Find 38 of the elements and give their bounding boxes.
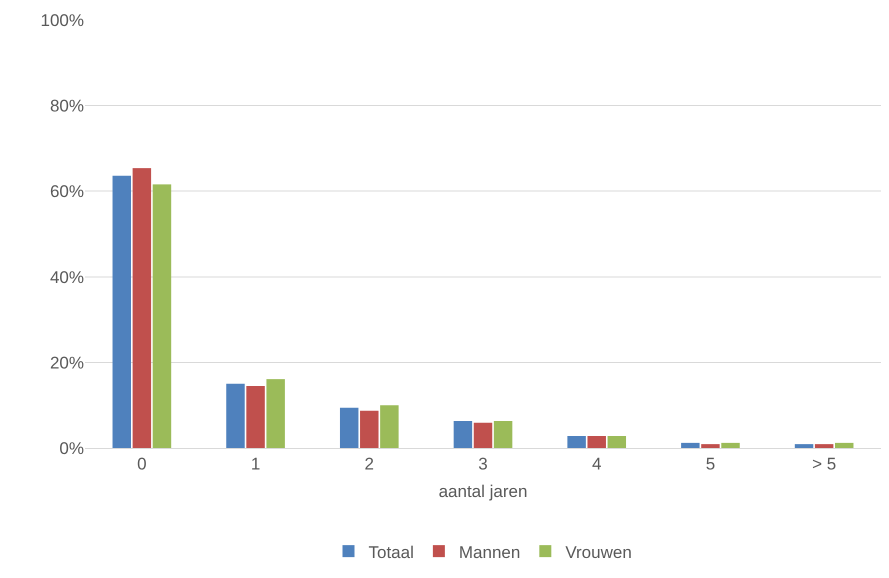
bar xyxy=(721,442,740,448)
bar xyxy=(494,421,512,448)
x-tick-label: 1 xyxy=(250,454,260,474)
bar xyxy=(246,386,265,448)
x-tick-label: 4 xyxy=(592,454,602,474)
legend-label: Vrouwen xyxy=(565,542,632,562)
legend-label: Totaal xyxy=(368,542,414,562)
bar xyxy=(266,379,285,448)
bar xyxy=(834,442,854,448)
bar xyxy=(474,422,492,448)
x-axis-title: aantal jaren xyxy=(438,482,528,501)
bar xyxy=(132,168,152,448)
y-tick-label: 20% xyxy=(50,353,84,372)
bar xyxy=(360,410,379,448)
bar xyxy=(567,436,586,448)
legend-label: Mannen xyxy=(458,542,520,562)
x-tick-label: 0 xyxy=(137,454,147,474)
y-tick-label: 80% xyxy=(50,96,84,116)
x-tick-label: 3 xyxy=(478,454,488,474)
x-tick-label: 2 xyxy=(364,454,374,474)
bar xyxy=(794,444,814,448)
bar xyxy=(112,176,132,448)
y-tick-label: 40% xyxy=(50,268,84,287)
bar xyxy=(814,444,834,448)
bar xyxy=(152,184,172,448)
bar xyxy=(454,421,472,448)
bar xyxy=(681,442,700,448)
y-tick-label: 0% xyxy=(59,438,84,458)
y-tick-label: 100% xyxy=(40,10,84,30)
bar xyxy=(380,405,399,448)
x-tick-label: 5 xyxy=(706,454,716,474)
bar xyxy=(608,436,626,448)
bar xyxy=(587,436,606,448)
bar xyxy=(340,408,358,448)
y-tick-label: 60% xyxy=(50,182,84,202)
bar xyxy=(226,384,245,448)
x-tick-label: > 5 xyxy=(812,454,836,474)
bar xyxy=(701,444,720,448)
